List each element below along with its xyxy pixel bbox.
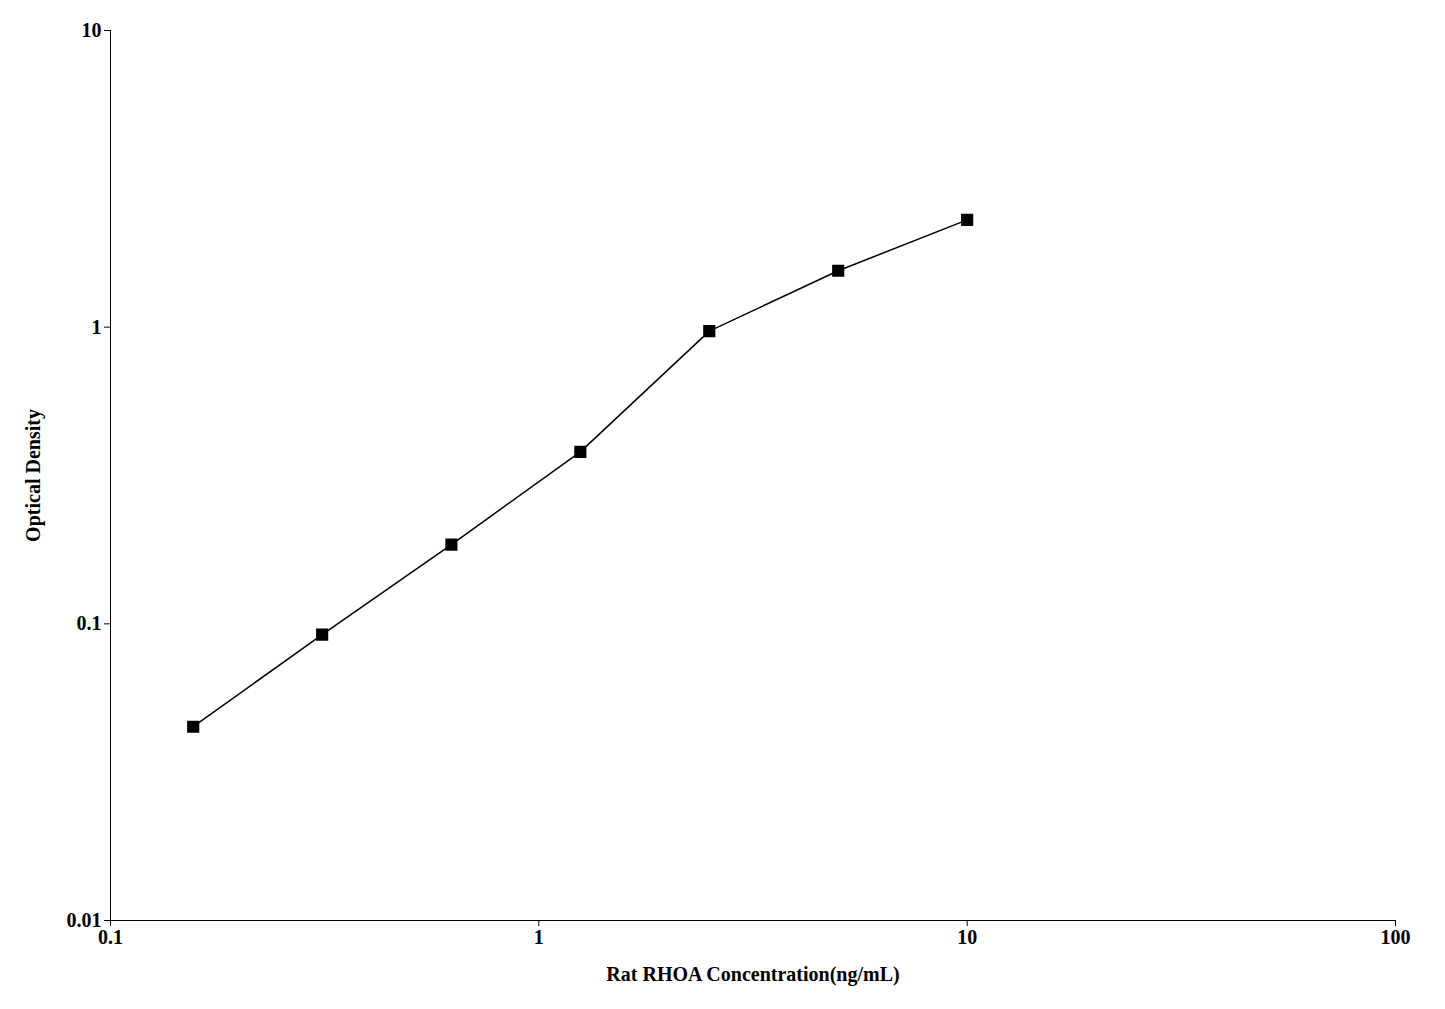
svg-text:10: 10: [82, 19, 102, 41]
svg-text:0.1: 0.1: [98, 926, 123, 948]
svg-text:100: 100: [1381, 926, 1411, 948]
svg-text:1: 1: [92, 316, 102, 338]
svg-text:0.01: 0.01: [67, 909, 102, 931]
svg-text:10: 10: [957, 926, 977, 948]
svg-text:Rat RHOA Concentration(ng/mL): Rat RHOA Concentration(ng/mL): [606, 963, 899, 986]
svg-text:0.1: 0.1: [77, 612, 102, 634]
svg-text:1: 1: [534, 926, 544, 948]
svg-text:Optical Density: Optical Density: [22, 409, 45, 542]
